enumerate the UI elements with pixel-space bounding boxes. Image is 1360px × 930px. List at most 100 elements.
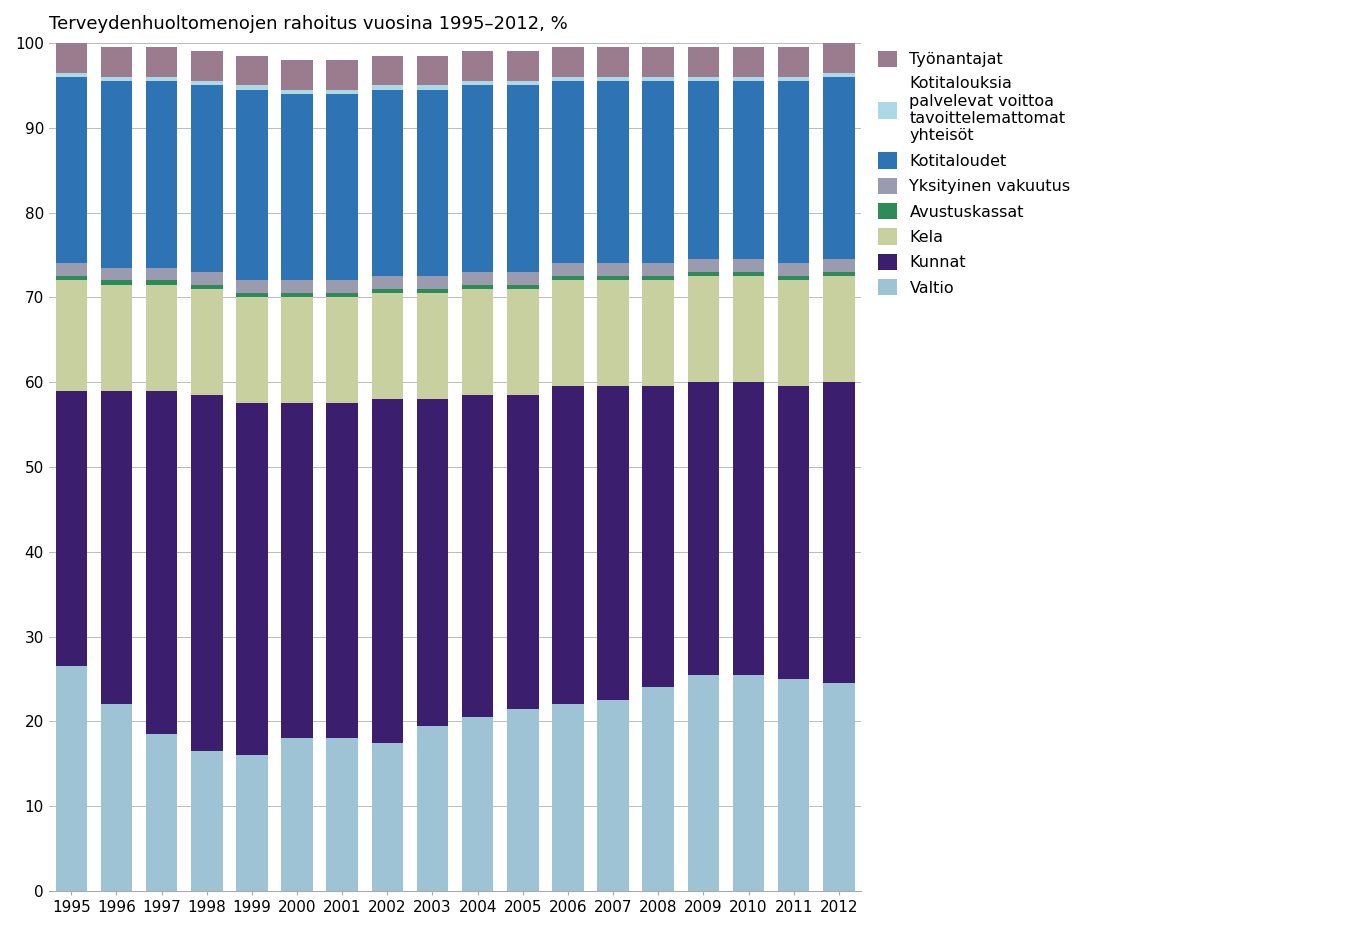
Bar	[282, 280, 313, 293]
Bar	[56, 263, 87, 276]
Bar	[552, 704, 583, 891]
Bar	[823, 73, 854, 77]
Bar	[733, 259, 764, 272]
Bar	[237, 293, 268, 298]
Bar	[371, 399, 403, 742]
Bar	[642, 280, 675, 386]
Bar	[462, 51, 494, 81]
Bar	[823, 684, 854, 891]
Bar	[688, 81, 719, 259]
Bar	[462, 285, 494, 289]
Bar	[688, 47, 719, 77]
Bar	[507, 51, 539, 81]
Bar	[642, 263, 675, 276]
Bar	[146, 47, 177, 77]
Bar	[237, 89, 268, 280]
Bar	[371, 86, 403, 89]
Bar	[237, 56, 268, 86]
Bar	[642, 77, 675, 81]
Bar	[190, 285, 223, 289]
Bar	[371, 293, 403, 399]
Bar	[282, 404, 313, 738]
Bar	[597, 263, 628, 276]
Bar	[778, 280, 809, 386]
Bar	[56, 73, 87, 77]
Bar	[326, 404, 358, 738]
Bar	[146, 81, 177, 268]
Bar	[733, 382, 764, 674]
Bar	[326, 94, 358, 280]
Bar	[642, 276, 675, 280]
Bar	[462, 395, 494, 717]
Bar	[507, 285, 539, 289]
Bar	[416, 86, 449, 89]
Bar	[823, 382, 854, 684]
Bar	[733, 81, 764, 259]
Bar	[552, 386, 583, 704]
Bar	[597, 280, 628, 386]
Bar	[823, 259, 854, 272]
Bar	[507, 81, 539, 86]
Bar	[371, 289, 403, 293]
Bar	[416, 293, 449, 399]
Bar	[237, 86, 268, 89]
Bar	[282, 94, 313, 280]
Bar	[326, 89, 358, 94]
Bar	[778, 263, 809, 276]
Bar	[371, 276, 403, 289]
Bar	[190, 289, 223, 395]
Bar	[101, 47, 132, 77]
Bar	[462, 717, 494, 891]
Bar	[778, 77, 809, 81]
Bar	[462, 86, 494, 272]
Bar	[282, 293, 313, 298]
Bar	[597, 700, 628, 891]
Bar	[371, 56, 403, 86]
Bar	[778, 276, 809, 280]
Bar	[101, 81, 132, 268]
Bar	[282, 738, 313, 891]
Bar	[237, 280, 268, 293]
Bar	[146, 280, 177, 285]
Bar	[146, 268, 177, 280]
Bar	[101, 77, 132, 81]
Bar	[778, 47, 809, 77]
Bar	[371, 89, 403, 276]
Bar	[237, 298, 268, 404]
Bar	[416, 289, 449, 293]
Text: Terveydenhuoltomenojen rahoitus vuosina 1995–2012, %: Terveydenhuoltomenojen rahoitus vuosina …	[49, 15, 567, 33]
Bar	[552, 77, 583, 81]
Bar	[101, 704, 132, 891]
Bar	[416, 89, 449, 276]
Bar	[371, 742, 403, 891]
Bar	[552, 47, 583, 77]
Bar	[642, 687, 675, 891]
Bar	[462, 81, 494, 86]
Bar	[326, 738, 358, 891]
Bar	[416, 725, 449, 891]
Bar	[326, 280, 358, 293]
Bar	[56, 276, 87, 280]
Bar	[56, 77, 87, 263]
Bar	[416, 276, 449, 289]
Bar	[146, 285, 177, 391]
Bar	[282, 60, 313, 89]
Bar	[688, 259, 719, 272]
Bar	[462, 289, 494, 395]
Bar	[326, 60, 358, 89]
Bar	[507, 86, 539, 272]
Bar	[101, 280, 132, 285]
Bar	[190, 81, 223, 86]
Bar	[733, 77, 764, 81]
Bar	[190, 395, 223, 751]
Bar	[778, 386, 809, 679]
Bar	[552, 263, 583, 276]
Bar	[282, 89, 313, 94]
Bar	[642, 47, 675, 77]
Bar	[823, 272, 854, 276]
Bar	[552, 81, 583, 263]
Bar	[688, 272, 719, 276]
Bar	[237, 755, 268, 891]
Bar	[56, 43, 87, 73]
Bar	[642, 386, 675, 687]
